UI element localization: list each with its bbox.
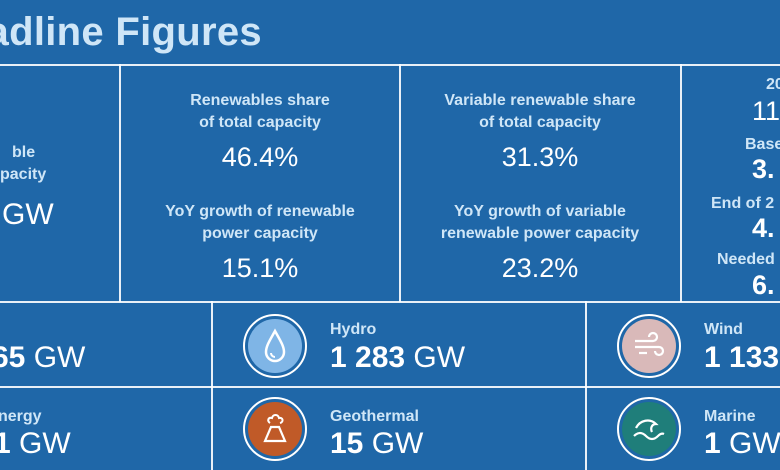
right-panel-line2: Base [745,136,780,153]
yoy-variable-label-line1: YoY growth of variable [454,203,626,220]
yoy-renewable-label-line1: YoY growth of renewable [165,203,355,220]
wind-name: Wind [704,321,743,338]
hydro-number: 1 283 [330,341,406,374]
yoy-variable-label: YoY growth of variable renewable power c… [401,201,679,245]
left-bottom-tech-number: 1 [0,427,11,460]
water-drop-icon [264,328,286,363]
divider [399,64,401,302]
renewables-share-label-line2: of total capacity [199,114,321,131]
renewables-share-label-line1: Renewables share [190,92,330,109]
geothermal-unit: GW [371,427,424,460]
geothermal-icon-badge [243,397,307,461]
yoy-renewable-label: YoY growth of renewable power capacity [122,201,398,245]
wind-icon [635,331,665,357]
left-panel-label-1: ble [12,144,36,161]
marine-value: 1 GW [704,428,780,460]
variable-share-label-line1: Variable renewable share [444,92,636,109]
marine-icon-badge [617,397,681,461]
variable-share-value: 31.3% [501,142,579,172]
left-top-tech-value: 65 GW [0,342,85,374]
yoy-renewable-label-line2: power capacity [202,225,318,242]
wind-value: 1 133 [704,342,779,374]
divider [0,64,780,66]
right-panel-value2: 3. [752,154,775,184]
right-panel-value4: 6. [752,270,775,300]
hydro-unit: GW [413,341,466,374]
right-panel-line4: Needed [717,251,775,268]
geothermal-number: 15 [330,427,364,460]
marine-unit: GW [729,427,780,460]
right-panel-line1: 20 [766,76,780,93]
left-bottom-tech-value: 1 GW [0,428,71,460]
marine-number: 1 [704,427,721,460]
left-bottom-tech-name: nergy [0,408,42,425]
volcano-icon [263,414,287,443]
left-top-tech-unit: GW [33,341,86,374]
divider [0,301,780,303]
left-bottom-tech-unit: GW [19,427,71,460]
divider [585,301,587,470]
marine-name: Marine [704,408,756,425]
right-panel-value3: 4. [752,213,775,243]
divider [680,64,682,302]
divider [119,64,121,302]
yoy-variable-label-line2: renewable power capacity [440,225,640,242]
variable-share-label-line2: of total capacity [479,114,601,131]
divider [0,386,780,388]
hydro-name: Hydro [330,321,377,338]
right-panel-value1: 11 [752,96,780,126]
yoy-variable-value: 23.2% [501,253,579,283]
hydro-value: 1 283 GW [330,342,465,374]
page-title: eadline Figures [0,10,262,54]
geothermal-value: 15 GW [330,428,423,460]
left-panel-value: GW [2,198,54,231]
wind-number: 1 133 [704,341,780,374]
left-panel-label-2: pacity [0,166,47,183]
variable-share-label: Variable renewable share of total capaci… [401,90,679,134]
geothermal-name: Geothermal [330,408,419,425]
renewables-share-label: Renewables share of total capacity [122,90,398,134]
left-top-tech-number: 65 [0,341,26,374]
renewables-share-value: 46.4% [221,142,299,172]
yoy-renewable-value: 15.1% [221,253,299,283]
wave-icon [633,419,665,441]
hydro-icon-badge [243,314,307,378]
divider [211,301,213,470]
wind-icon-badge [617,314,681,378]
right-panel-line3: End of 2 [711,195,775,212]
